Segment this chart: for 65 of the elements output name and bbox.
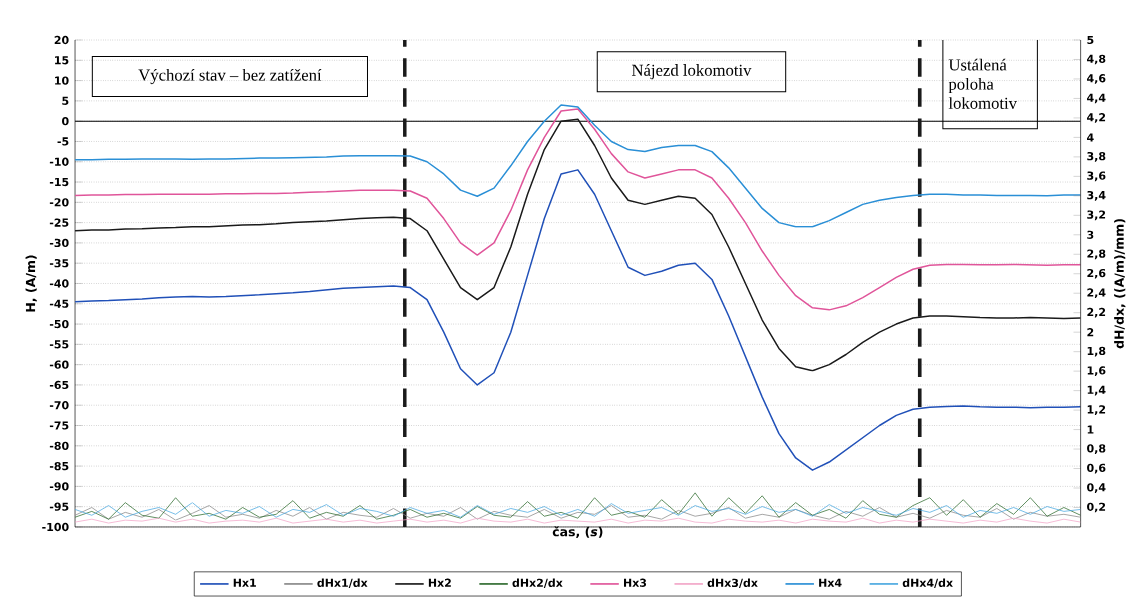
y-tick-label: -20 xyxy=(49,198,69,207)
y2-tick-label: 0,6 xyxy=(1087,463,1106,474)
legend-label: Hx1 xyxy=(233,578,256,587)
y-tick-label: -5 xyxy=(57,137,69,146)
y-tick-label: -40 xyxy=(49,279,69,288)
y-tick-label: -35 xyxy=(49,258,69,268)
y-tick-label: -55 xyxy=(49,340,69,349)
y-tick-label: 0 xyxy=(62,116,69,126)
y-tick-label: -15 xyxy=(49,177,69,186)
y-tick-label: 20 xyxy=(54,35,69,44)
y2-tick-label: 3,4 xyxy=(1087,190,1106,201)
y-tick-label: -80 xyxy=(49,441,69,450)
y2-tick-label: 2,2 xyxy=(1087,307,1106,318)
y-tick-label: -60 xyxy=(49,360,69,369)
y-tick-label: -85 xyxy=(49,461,69,471)
y2-tick-label: 1,8 xyxy=(1087,346,1106,357)
y2-tick-label: 1,2 xyxy=(1087,405,1106,415)
y-tick-label: 10 xyxy=(55,76,69,85)
y2-tick-label: 2,6 xyxy=(1087,268,1106,279)
y-tick-label: -75 xyxy=(49,421,69,430)
y2-tick-label: 0,2 xyxy=(1087,502,1106,513)
y2-tick-label: 2 xyxy=(1087,327,1094,337)
y-tick-label: -70 xyxy=(49,400,69,410)
y2-tick-label: 4 xyxy=(1087,133,1094,142)
y2-tick-label: 2,4 xyxy=(1087,288,1106,298)
y-tick-label: 5 xyxy=(62,96,69,105)
legend-label: dHx1/dx xyxy=(317,578,368,588)
legend-label: Hx2 xyxy=(428,578,451,587)
y2-tick-label: 3 xyxy=(1087,230,1094,239)
y-tick-label: -90 xyxy=(49,482,69,491)
y2-tick-label: 3,6 xyxy=(1087,171,1106,182)
y2-axis-title: dH/dx, ((A/m)/mm) xyxy=(1114,218,1126,349)
legend-label: Hx4 xyxy=(819,578,842,587)
y-tick-label: -25 xyxy=(49,218,69,227)
y-tick-label: -95 xyxy=(49,502,69,511)
y2-tick-label: 1,4 xyxy=(1087,385,1106,396)
y-tick-label: -65 xyxy=(49,380,69,389)
y2-tick-label: 0,4 xyxy=(1087,482,1106,493)
y2-tick-label: 3,8 xyxy=(1087,151,1106,162)
y2-tick-label: 1 xyxy=(1087,425,1094,434)
y-tick-label: 15 xyxy=(55,56,69,65)
y2-tick-label: 4,8 xyxy=(1087,54,1106,65)
legend-label: dHx3/dx xyxy=(707,578,758,588)
annotation: Výchozí stav – bez zatížení xyxy=(138,68,322,84)
y2-tick-label: 3,2 xyxy=(1087,210,1106,221)
y2-tick-label: 4,2 xyxy=(1087,112,1106,123)
legend-label: dHx4/dx xyxy=(902,578,953,588)
y-tick-label: -100 xyxy=(42,522,69,531)
annotation: Ustálená poloha lokomotiv xyxy=(948,58,1018,109)
line-series xyxy=(75,492,1081,520)
y2-tick-label: 5 xyxy=(1087,35,1094,44)
legend-label: dHx2/dx xyxy=(512,578,563,588)
y-tick-label: -45 xyxy=(49,299,69,308)
y-axis-title: H, (A/m) xyxy=(25,255,37,312)
y2-tick-label: 2,8 xyxy=(1087,249,1106,259)
annotation: Nájezd lokomotiv xyxy=(631,63,752,80)
y-tick-label: -10 xyxy=(49,157,69,166)
y2-tick-label: 4,4 xyxy=(1087,93,1106,104)
x-axis-title: čas, (s) xyxy=(552,526,603,538)
y-tick-label: -50 xyxy=(49,319,69,329)
y2-tick-label: 0,8 xyxy=(1087,444,1106,454)
y-tick-label: -30 xyxy=(49,238,69,247)
y2-tick-label: 4,6 xyxy=(1087,73,1106,84)
y2-tick-label: 1,6 xyxy=(1087,366,1106,376)
legend-label: Hx3 xyxy=(624,578,647,587)
